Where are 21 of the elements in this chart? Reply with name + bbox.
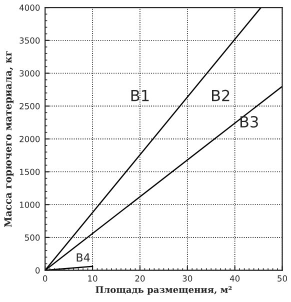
annotation: B3 <box>240 116 258 128</box>
annotation: B1 <box>131 90 149 102</box>
y-tick-label: 3500 <box>20 37 40 44</box>
annotation: B2 <box>212 90 230 102</box>
x-tick-label: 40 <box>230 275 240 282</box>
y-tick-label: 0 <box>35 267 40 274</box>
x-tick-label: 0 <box>43 275 48 282</box>
y-tick-label: 3000 <box>20 70 40 77</box>
x-tick-label: 20 <box>135 275 145 282</box>
y-tick-label: 2500 <box>20 103 40 110</box>
y-tick-label: 500 <box>24 234 40 241</box>
y-axis-title: Масса горючего материала, кг <box>4 51 14 228</box>
x-tick-label: 10 <box>88 275 98 282</box>
x-tick-label: 50 <box>278 275 288 282</box>
y-tick-label: 4000 <box>19 4 40 11</box>
y-tick-label: 1500 <box>20 168 40 176</box>
x-axis-title: Площадь размещения, м² <box>96 286 232 295</box>
y-tick-label: 1000 <box>20 202 40 208</box>
x-tick-label: 30 <box>182 275 192 282</box>
annotation: B4 <box>76 253 90 262</box>
y-tick-label: 2000 <box>20 136 40 142</box>
